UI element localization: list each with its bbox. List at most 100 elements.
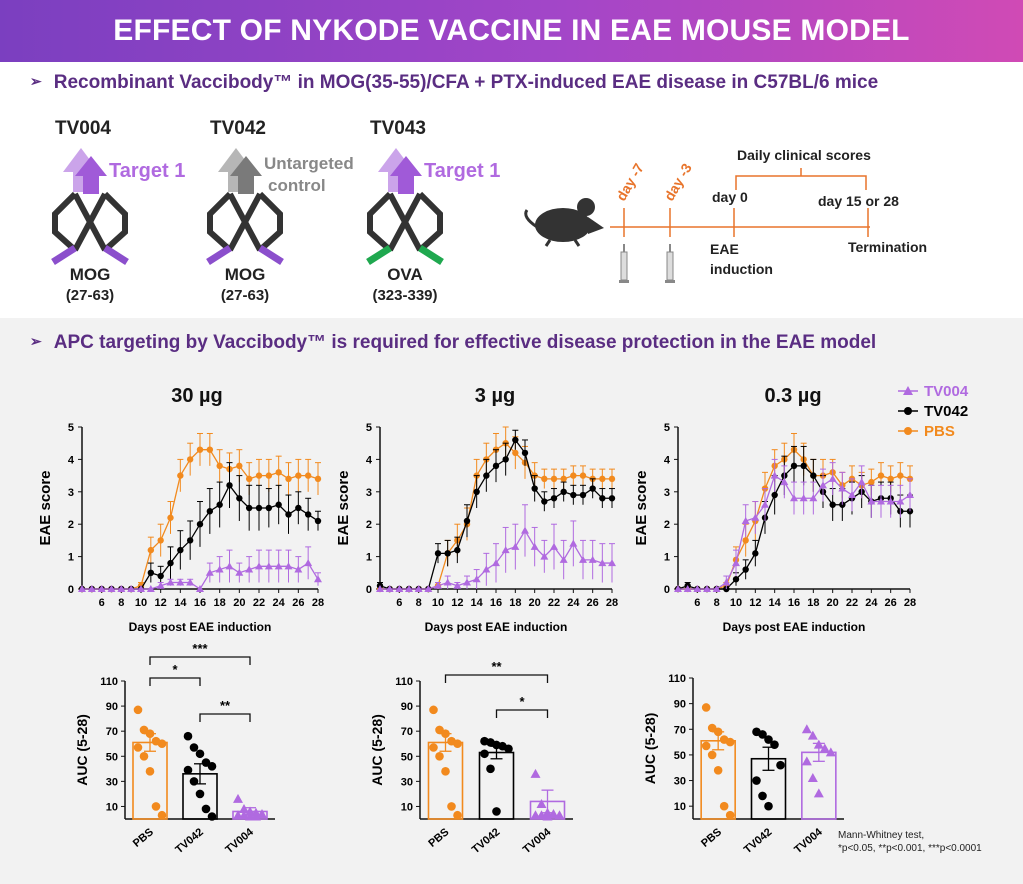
significance-label: *** — [192, 641, 208, 656]
x-tick-label: 6 — [99, 597, 105, 609]
x-tick-label: 22 — [846, 597, 858, 609]
data-point-tv004 — [453, 581, 462, 589]
data-point-tv004 — [530, 542, 539, 550]
data-point-tv042 — [147, 569, 155, 576]
antigen-name: OVA — [387, 265, 423, 284]
significance-bracket — [444, 674, 549, 683]
data-point-pbs — [429, 743, 438, 752]
data-point-pbs — [887, 475, 894, 483]
data-point-tv004 — [472, 575, 481, 583]
termination-label: Termination — [848, 239, 927, 255]
data-point-tv004 — [443, 578, 452, 586]
data-point-tv004 — [87, 585, 96, 592]
x-tick-label: 10 — [432, 597, 444, 609]
data-point-pbs — [206, 446, 214, 453]
data-point-pbs — [877, 472, 885, 479]
chart-title: 30 µg — [171, 385, 223, 407]
mouse-ear — [577, 198, 595, 216]
data-point-tv042 — [771, 491, 778, 499]
arrow-front-icon — [390, 156, 422, 194]
data-point-pbs — [216, 462, 223, 470]
data-point-tv004 — [463, 578, 471, 586]
data-point-pbs — [541, 475, 548, 483]
data-point-tv004 — [819, 481, 827, 489]
legend-marker-circle — [904, 407, 912, 415]
data-point-tv042 — [480, 749, 489, 759]
data-point-tv004 — [877, 497, 885, 505]
data-point-tv004 — [376, 585, 384, 592]
data-point-tv042 — [434, 550, 442, 557]
data-point-tv004 — [536, 798, 547, 808]
significance-bracket — [149, 677, 201, 686]
data-point-tv004 — [395, 585, 404, 592]
data-point-pbs — [314, 475, 322, 483]
data-point-tv004 — [257, 808, 267, 818]
footnote-line-1: Mann-Whitney test, — [838, 830, 925, 841]
data-point-tv042 — [589, 485, 596, 492]
data-point-tv042 — [255, 504, 263, 512]
data-point-tv042 — [167, 559, 174, 567]
y-tick-label: 30 — [674, 776, 686, 788]
y-tick-label: 30 — [401, 776, 413, 788]
x-tick-label: 14 — [769, 597, 782, 609]
data-point-pbs — [707, 750, 717, 760]
data-point-tv042 — [285, 511, 292, 518]
data-point-tv042 — [764, 735, 773, 744]
y-tick-label: 1 — [366, 552, 372, 564]
category-label: TV004 — [792, 826, 825, 857]
arrow-bullet-icon: ➢ — [30, 333, 42, 349]
data-point-tv004 — [245, 806, 255, 816]
data-point-tv042 — [236, 495, 243, 502]
data-point-tv004 — [186, 578, 195, 586]
auc-bar-chart-3: 10 30 50 70 90 110 AUC (5-28) PBS TV042 TV004 — [642, 673, 844, 856]
data-point-tv004 — [813, 788, 824, 798]
data-point-pbs — [133, 743, 143, 752]
data-point-tv004 — [492, 559, 500, 567]
y-tick-label: 4 — [664, 454, 671, 466]
y-tick-label: 90 — [106, 701, 118, 713]
data-point-tv004 — [97, 585, 106, 592]
dimerization-unit-icon — [367, 191, 443, 253]
y-tick-label: 50 — [674, 750, 686, 762]
legend-marker-triangle — [903, 386, 913, 395]
x-tick-label: 14 — [174, 597, 187, 609]
data-point-pbs — [608, 475, 616, 483]
data-point-tv042 — [531, 485, 538, 492]
data-point-tv004 — [239, 810, 249, 820]
y-tick-label: 50 — [106, 751, 118, 763]
mouse-icon — [524, 198, 604, 247]
y-tick-label: 30 — [106, 776, 118, 788]
data-point-tv004 — [848, 491, 856, 499]
data-point-tv042 — [454, 546, 461, 554]
y-tick-label: 110 — [100, 676, 118, 688]
study-design-diagram: TV004 MOG (27-63) Target 1 TV042 MOG (27-63) Un… — [51, 118, 927, 304]
data-point-tv004 — [294, 565, 303, 573]
day-end-label: day 15 or 28 — [818, 193, 899, 209]
x-tick-label: 24 — [865, 597, 878, 609]
data-point-pbs — [275, 469, 282, 476]
y-axis-label: EAE score — [633, 470, 650, 545]
data-point-tv004 — [264, 562, 273, 570]
y-tick-label: 3 — [366, 487, 372, 499]
data-point-pbs — [441, 767, 450, 776]
data-point-tv042 — [189, 777, 199, 786]
data-point-tv004 — [414, 585, 423, 592]
target-label: Target 1 — [424, 160, 500, 182]
data-point-tv042 — [486, 764, 495, 774]
x-tick-label: 12 — [451, 597, 463, 609]
data-point-tv042 — [183, 731, 193, 741]
significance-label: * — [519, 694, 525, 709]
chart-legend: TV004 TV042 PBS — [898, 383, 969, 440]
data-point-tv004 — [284, 562, 293, 570]
data-point-tv004 — [540, 552, 549, 560]
targeting-unit-icon — [218, 148, 262, 194]
x-axis-label: Days post EAE induction — [723, 620, 866, 634]
x-tick-label: 22 — [548, 597, 560, 609]
y-axis-label: EAE score — [335, 470, 352, 545]
data-point-tv004 — [405, 585, 413, 592]
x-tick-label: 8 — [118, 597, 124, 609]
data-point-tv042 — [183, 765, 193, 775]
data-point-pbs — [435, 751, 444, 761]
